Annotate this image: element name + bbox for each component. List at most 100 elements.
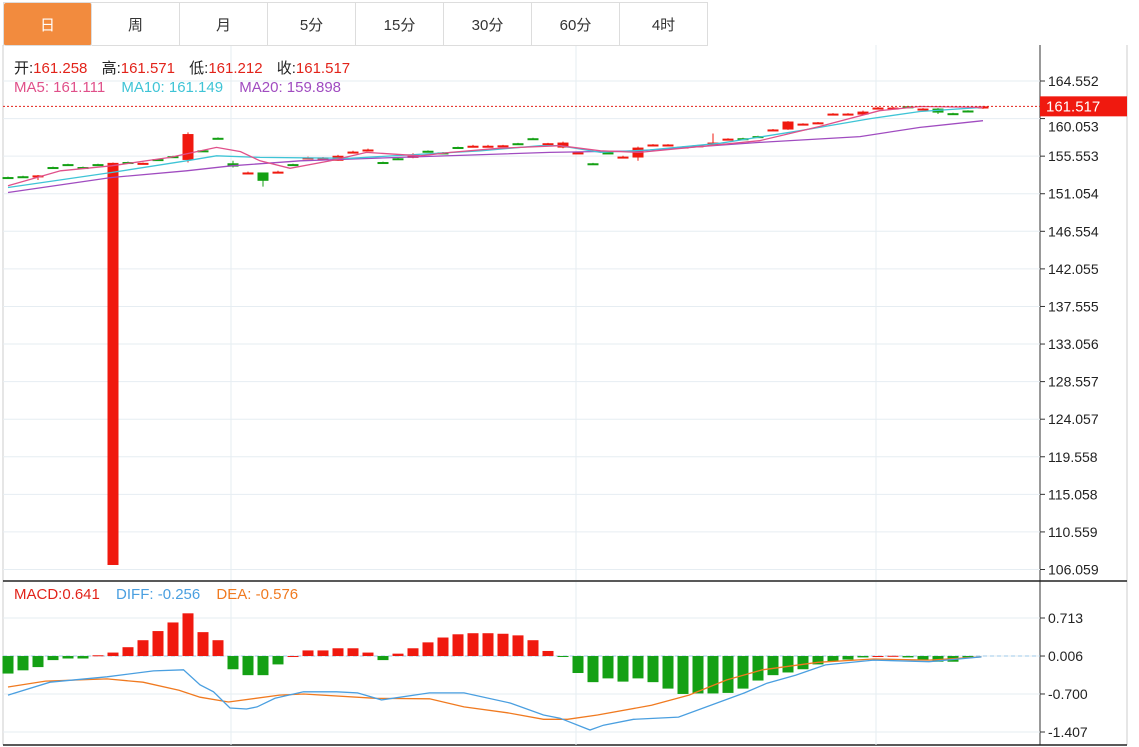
- macd-bar: [62, 656, 74, 659]
- ohlc-legend: 开:161.258 高:161.571 低:161.212 收:161.517: [14, 57, 354, 78]
- ma20-value: MA20: 159.898: [239, 79, 342, 96]
- macd-bar: [782, 656, 794, 673]
- macd-bar: [617, 656, 629, 682]
- candle-body: [527, 138, 539, 141]
- macd-bar: [842, 656, 854, 660]
- macd-bar: [452, 634, 464, 657]
- y-tick-label: 146.554: [1048, 223, 1099, 239]
- ma-legend: MA5: 161.111 MA10: 161.149 MA20: 159.898: [14, 79, 345, 96]
- candle-body: [617, 156, 629, 159]
- macd-bar: [2, 656, 14, 674]
- tab-5min[interactable]: 5分: [268, 3, 356, 46]
- candle-body: [92, 164, 104, 167]
- macd-bar: [47, 656, 59, 661]
- macd-bar: [557, 656, 569, 658]
- candle-body: [287, 164, 299, 167]
- macd-bar: [632, 656, 644, 679]
- diff-value: DIFF: -0.256: [116, 586, 201, 603]
- tab-week[interactable]: 周: [92, 3, 180, 46]
- macd-bar: [212, 640, 224, 657]
- low-value: 161.212: [208, 60, 263, 77]
- tab-day[interactable]: 日: [4, 3, 92, 46]
- macd-bar: [572, 656, 584, 674]
- diff-line: [7, 656, 982, 731]
- y-tick-label: 164.552: [1048, 73, 1099, 89]
- dea-value: DEA: -0.576: [216, 586, 299, 603]
- candle-body: [512, 143, 524, 146]
- candle-body: [827, 113, 839, 116]
- high-value: 161.571: [120, 60, 175, 77]
- macd-bar: [827, 656, 839, 662]
- macd-bar: [422, 642, 434, 657]
- y-tick-label: 128.557: [1048, 374, 1099, 390]
- last-price-tag: [1040, 96, 1127, 117]
- macd-bar: [332, 648, 344, 657]
- macd-bar: [362, 652, 374, 657]
- macd-bar: [227, 656, 239, 670]
- macd-bar: [587, 656, 599, 683]
- candle-body: [767, 129, 779, 132]
- candle-body: [32, 175, 44, 178]
- macd-bar: [92, 655, 104, 657]
- macd-bar: [377, 656, 389, 661]
- y-tick-label: 151.054: [1048, 186, 1099, 202]
- macd-bar: [917, 656, 929, 660]
- tab-15min[interactable]: 15分: [356, 3, 444, 46]
- macd-bar: [17, 656, 29, 671]
- macd-bar: [482, 633, 494, 657]
- candle-body: [362, 149, 374, 152]
- low-label: 低:: [189, 60, 209, 77]
- candle-body: [842, 113, 854, 116]
- candle-body: [602, 152, 614, 155]
- macd-bar: [767, 656, 779, 676]
- y-tick-label: 142.055: [1048, 261, 1099, 277]
- y-tick-label: 110.559: [1048, 524, 1098, 540]
- y-tick-label: 115.058: [1048, 486, 1098, 502]
- macd-bar: [287, 656, 299, 658]
- macd-bar: [722, 656, 734, 693]
- candle-body: [212, 137, 224, 140]
- candle-body: [782, 121, 794, 130]
- candle-body: [62, 164, 74, 167]
- last-price-tag-label: 161.517: [1046, 98, 1100, 115]
- macd-tick-label: -1.407: [1048, 724, 1088, 740]
- macd-bar: [602, 656, 614, 679]
- candle-body: [542, 143, 554, 146]
- macd-bar: [302, 650, 314, 657]
- candle-body: [107, 162, 119, 565]
- macd-bar: [932, 656, 944, 662]
- ma5-value: MA5: 161.111: [14, 79, 106, 96]
- macd-bar: [197, 632, 209, 657]
- macd-tick-label: -0.700: [1048, 686, 1088, 702]
- candle-body: [497, 145, 509, 148]
- open-label: 开:: [14, 60, 34, 77]
- tab-60min[interactable]: 60分: [532, 3, 620, 46]
- y-tick-label: 124.057: [1048, 411, 1099, 427]
- candle-body: [872, 107, 884, 110]
- candle-body: [467, 145, 479, 148]
- tab-month[interactable]: 月: [180, 3, 268, 46]
- candle-body: [452, 146, 464, 149]
- y-tick-label: 106.059: [1048, 562, 1099, 578]
- macd-bar: [707, 656, 719, 694]
- macd-bar: [347, 648, 359, 657]
- candle-body: [137, 162, 149, 165]
- candle-body: [182, 134, 194, 160]
- candle-body: [242, 172, 254, 175]
- macd-bar: [812, 656, 824, 665]
- high-label: 高:: [101, 60, 121, 77]
- macd-bar: [152, 631, 164, 657]
- candle-body: [647, 144, 659, 147]
- macd-bar: [527, 640, 539, 657]
- macd-bar: [182, 613, 194, 657]
- candle-body: [662, 144, 674, 147]
- close-value: 161.517: [295, 60, 351, 77]
- y-tick-label: 133.056: [1048, 336, 1099, 352]
- tab-30min[interactable]: 30分: [444, 3, 532, 46]
- dea-line: [7, 656, 982, 720]
- macd-legend: MACD:0.641 DIFF: -0.256 DEA: -0.576: [14, 586, 302, 603]
- tab-4hour[interactable]: 4时: [620, 3, 708, 46]
- macd-bar: [692, 656, 704, 694]
- ma10-line: [7, 106, 984, 189]
